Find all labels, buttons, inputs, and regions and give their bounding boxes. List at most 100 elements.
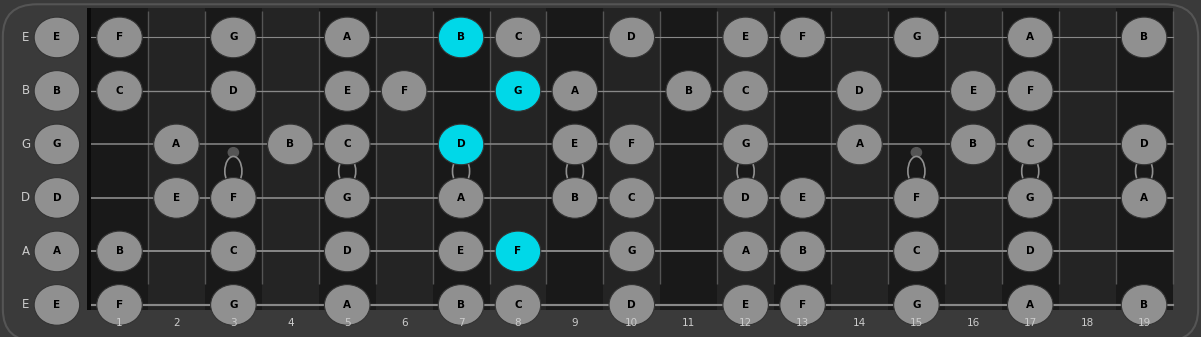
Bar bbox=[432, 8, 490, 310]
Ellipse shape bbox=[210, 231, 256, 272]
Ellipse shape bbox=[438, 284, 484, 325]
Ellipse shape bbox=[912, 162, 921, 181]
Ellipse shape bbox=[342, 162, 352, 181]
Ellipse shape bbox=[438, 231, 484, 272]
Text: E: E bbox=[22, 298, 29, 311]
Ellipse shape bbox=[552, 124, 598, 165]
Text: A: A bbox=[855, 140, 864, 149]
Text: D: D bbox=[627, 32, 637, 42]
Text: G: G bbox=[229, 32, 238, 42]
Text: F: F bbox=[116, 32, 123, 42]
Text: F: F bbox=[229, 193, 237, 203]
Ellipse shape bbox=[609, 231, 655, 272]
Text: G: G bbox=[1026, 193, 1034, 203]
Text: D: D bbox=[741, 193, 749, 203]
Ellipse shape bbox=[97, 231, 142, 272]
Text: E: E bbox=[742, 32, 749, 42]
Ellipse shape bbox=[1008, 71, 1053, 111]
FancyBboxPatch shape bbox=[2, 4, 1199, 337]
Text: E: E bbox=[343, 86, 351, 96]
Text: B: B bbox=[969, 140, 978, 149]
Text: A: A bbox=[1026, 32, 1034, 42]
Circle shape bbox=[569, 148, 580, 157]
Ellipse shape bbox=[97, 71, 142, 111]
Text: B: B bbox=[286, 140, 294, 149]
Text: 11: 11 bbox=[682, 318, 695, 328]
Ellipse shape bbox=[950, 124, 996, 165]
Ellipse shape bbox=[225, 156, 241, 186]
Text: C: C bbox=[1027, 140, 1034, 149]
Ellipse shape bbox=[1122, 178, 1167, 218]
Ellipse shape bbox=[723, 178, 769, 218]
Text: F: F bbox=[799, 32, 806, 42]
Ellipse shape bbox=[1122, 124, 1167, 165]
Text: C: C bbox=[514, 32, 521, 42]
Text: G: G bbox=[912, 32, 921, 42]
Ellipse shape bbox=[34, 71, 79, 111]
Text: 17: 17 bbox=[1023, 318, 1036, 328]
Circle shape bbox=[228, 148, 239, 157]
Ellipse shape bbox=[154, 124, 199, 165]
Ellipse shape bbox=[324, 231, 370, 272]
Circle shape bbox=[1026, 148, 1035, 157]
Text: A: A bbox=[458, 193, 465, 203]
Bar bbox=[205, 8, 262, 310]
Bar bbox=[1002, 8, 1059, 310]
Text: B: B bbox=[1140, 300, 1148, 310]
Text: B: B bbox=[458, 300, 465, 310]
Text: A: A bbox=[1140, 193, 1148, 203]
Circle shape bbox=[456, 166, 466, 176]
Ellipse shape bbox=[210, 17, 256, 58]
Bar bbox=[775, 8, 831, 310]
Ellipse shape bbox=[210, 284, 256, 325]
Circle shape bbox=[912, 148, 921, 157]
Text: A: A bbox=[343, 300, 351, 310]
Ellipse shape bbox=[210, 178, 256, 218]
Ellipse shape bbox=[779, 178, 825, 218]
Bar bbox=[1059, 8, 1116, 310]
Circle shape bbox=[342, 185, 352, 195]
Ellipse shape bbox=[609, 124, 655, 165]
Text: D: D bbox=[343, 246, 352, 256]
Bar bbox=[546, 8, 603, 310]
Ellipse shape bbox=[609, 17, 655, 58]
Text: 4: 4 bbox=[287, 318, 293, 328]
Ellipse shape bbox=[552, 178, 598, 218]
Ellipse shape bbox=[609, 284, 655, 325]
Ellipse shape bbox=[382, 71, 426, 111]
Text: 9: 9 bbox=[572, 318, 578, 328]
Ellipse shape bbox=[495, 71, 540, 111]
Text: F: F bbox=[913, 193, 920, 203]
Ellipse shape bbox=[495, 231, 540, 272]
Ellipse shape bbox=[1008, 17, 1053, 58]
Ellipse shape bbox=[97, 284, 142, 325]
Ellipse shape bbox=[97, 17, 142, 58]
Ellipse shape bbox=[1008, 231, 1053, 272]
Text: 2: 2 bbox=[173, 318, 180, 328]
Text: A: A bbox=[1026, 300, 1034, 310]
Ellipse shape bbox=[324, 124, 370, 165]
Ellipse shape bbox=[324, 178, 370, 218]
Ellipse shape bbox=[438, 124, 484, 165]
Text: B: B bbox=[1140, 32, 1148, 42]
Text: G: G bbox=[22, 138, 30, 151]
Ellipse shape bbox=[453, 156, 470, 186]
Ellipse shape bbox=[894, 284, 939, 325]
Text: C: C bbox=[115, 86, 124, 96]
Text: E: E bbox=[572, 140, 579, 149]
Text: G: G bbox=[343, 193, 352, 203]
Ellipse shape bbox=[34, 284, 79, 325]
Text: 13: 13 bbox=[796, 318, 809, 328]
Text: D: D bbox=[53, 193, 61, 203]
Circle shape bbox=[912, 185, 921, 195]
Bar bbox=[945, 8, 1002, 310]
Text: B: B bbox=[458, 32, 465, 42]
Ellipse shape bbox=[723, 231, 769, 272]
Bar bbox=[717, 8, 775, 310]
Text: 3: 3 bbox=[231, 318, 237, 328]
Text: 5: 5 bbox=[343, 318, 351, 328]
Text: A: A bbox=[173, 140, 180, 149]
Bar bbox=[603, 8, 661, 310]
Bar bbox=[148, 8, 205, 310]
Text: D: D bbox=[1026, 246, 1034, 256]
